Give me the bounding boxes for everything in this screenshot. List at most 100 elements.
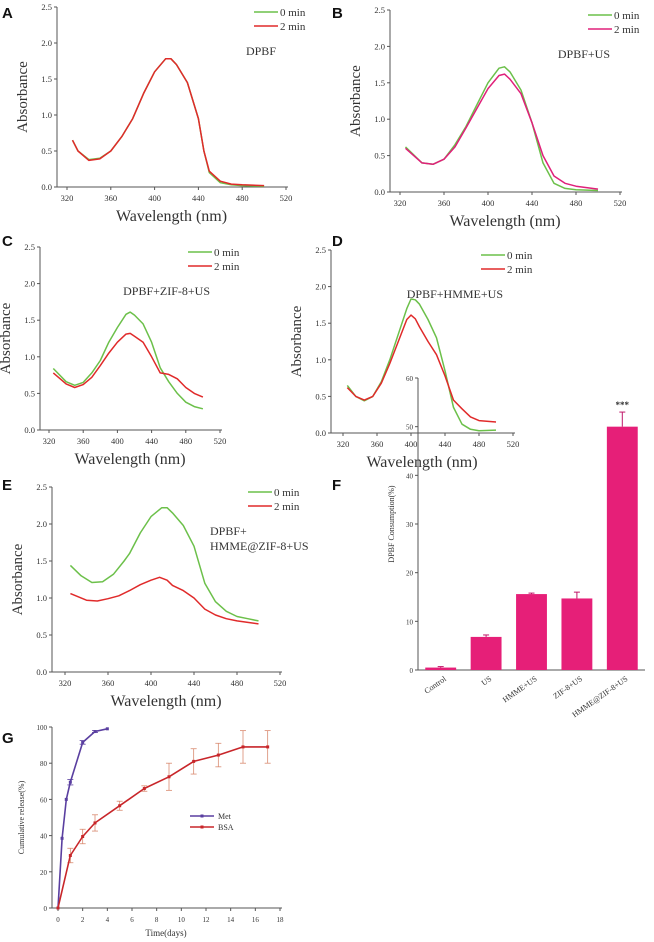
x-axis-label: Wavelength (nm)	[116, 208, 227, 225]
series-line	[57, 728, 108, 909]
legend-label: Met	[218, 812, 232, 821]
legend-label: 2 min	[280, 21, 306, 33]
annotation-label: DPBF+HMME+US	[407, 287, 503, 301]
x-tick-label: 320	[61, 193, 74, 203]
series-line	[69, 506, 259, 622]
x-tick-label: 2	[81, 916, 85, 924]
x-tick-label: 320	[59, 678, 72, 688]
x-tick-label: 520	[280, 193, 293, 203]
annotation-label: HMME@ZIF-8+US	[210, 539, 309, 553]
y-tick-label: 1.5	[36, 556, 47, 566]
y-tick-label: 2.5	[24, 242, 35, 252]
x-tick-label: 360	[104, 193, 117, 203]
data-point	[241, 745, 245, 749]
bar	[561, 598, 593, 670]
x-axis-label: Wavelength (nm)	[74, 451, 185, 468]
x-tick-label: 520	[507, 439, 520, 449]
x-tick-label: US	[480, 674, 494, 687]
y-tick-label: 0	[44, 905, 48, 913]
data-point	[60, 836, 64, 840]
x-tick-label: 4	[106, 916, 110, 924]
bar	[516, 594, 547, 670]
legend-label: 2 min	[614, 24, 640, 36]
panel-f: F 0 10 20 30 40 50 60 DPBF Consumption(%) Control…	[332, 375, 645, 719]
y-tick-label: 0.0	[24, 425, 35, 435]
y-tick-label: 30	[406, 521, 414, 529]
x-tick-label: 520	[614, 198, 627, 208]
x-tick-label: 480	[473, 439, 486, 449]
panel-label: E	[2, 477, 12, 494]
legend-label: 0 min	[214, 247, 240, 259]
y-tick-label: 1.0	[41, 110, 52, 120]
series-line	[405, 73, 599, 190]
data-point	[81, 740, 85, 744]
x-tick-label: 440	[439, 439, 452, 449]
y-tick-label: 1.0	[24, 352, 35, 362]
y-tick-label: 2.0	[24, 279, 35, 289]
x-tick-label: 400	[148, 193, 161, 203]
y-tick-label: 0.5	[24, 388, 35, 398]
panel-label: F	[332, 477, 341, 494]
x-tick-label: 10	[178, 916, 186, 924]
y-tick-label: 0.0	[374, 187, 385, 197]
bar	[425, 667, 457, 670]
series-line	[346, 314, 497, 423]
series-line	[52, 332, 204, 398]
x-tick-label: 400	[111, 436, 124, 446]
x-tick-label: 480	[570, 198, 583, 208]
x-tick-label: 8	[155, 916, 159, 924]
data-point	[105, 727, 109, 731]
panel-c: C 0.0 0.5 1.0 1.5 2.0 2.5 Absorbance 320 360 400 44…	[0, 233, 240, 468]
x-tick-label: 440	[145, 436, 158, 446]
y-tick-label: 0.5	[374, 151, 385, 161]
data-point	[81, 835, 85, 839]
y-tick-label: 2.0	[315, 282, 326, 292]
series-line	[346, 298, 497, 432]
legend-label: 2 min	[507, 264, 533, 276]
legend-label: 0 min	[274, 487, 300, 499]
x-tick-label: 18	[277, 916, 285, 924]
x-axis-label: Wavelength (nm)	[110, 693, 221, 710]
y-tick-label: 0.5	[36, 630, 47, 640]
panel-a: A 0.0 0.5 1.0 1.5 2.0 2.5 Absorbance 320 360 400 44…	[2, 2, 306, 225]
x-tick-label: 6	[130, 916, 134, 924]
annotation-label: DPBF+	[210, 524, 247, 538]
legend-label: 2 min	[214, 261, 240, 273]
x-tick-label: 480	[236, 193, 249, 203]
x-axis-label: Wavelength (nm)	[449, 213, 560, 230]
y-tick-label: 1.5	[41, 74, 52, 84]
x-tick-label: 320	[43, 436, 56, 446]
panel-label: G	[2, 730, 14, 747]
y-tick-label: 0.0	[315, 428, 326, 438]
significance-label: ***	[616, 400, 630, 410]
data-point	[142, 787, 146, 791]
series-line	[71, 58, 265, 188]
y-tick-label: 1.5	[315, 318, 326, 328]
data-point	[192, 759, 196, 763]
y-tick-label: 0.5	[41, 146, 52, 156]
y-axis-label: Absorbance	[289, 305, 305, 377]
y-axis-label: Cumulative release(%)	[17, 780, 26, 854]
legend-label: BSA	[218, 823, 234, 832]
x-tick-label: 400	[405, 439, 418, 449]
annotation-label: DPBF	[246, 44, 276, 58]
y-tick-label: 2.5	[41, 2, 52, 12]
panel-g: G 0 20 40 60 80 100 Cumulative release(%) 0 2 4 6 8 1…	[2, 724, 284, 938]
y-tick-label: 2.0	[36, 519, 47, 529]
x-tick-label: 480	[231, 678, 244, 688]
x-tick-label: 320	[394, 198, 407, 208]
y-tick-label: 2.5	[374, 5, 385, 15]
x-tick-label: 320	[337, 439, 350, 449]
y-tick-label: 2.0	[41, 38, 52, 48]
series-line	[52, 311, 204, 410]
bar	[606, 426, 638, 670]
data-point	[93, 821, 97, 825]
y-tick-label: 2.0	[374, 41, 385, 51]
y-tick-label: 100	[37, 724, 48, 732]
data-point	[56, 906, 60, 910]
x-tick-label: 520	[214, 436, 227, 446]
y-tick-label: 1.0	[315, 355, 326, 365]
data-point	[68, 854, 72, 858]
y-tick-label: 2.5	[36, 482, 47, 492]
y-tick-label: 80	[40, 760, 48, 768]
